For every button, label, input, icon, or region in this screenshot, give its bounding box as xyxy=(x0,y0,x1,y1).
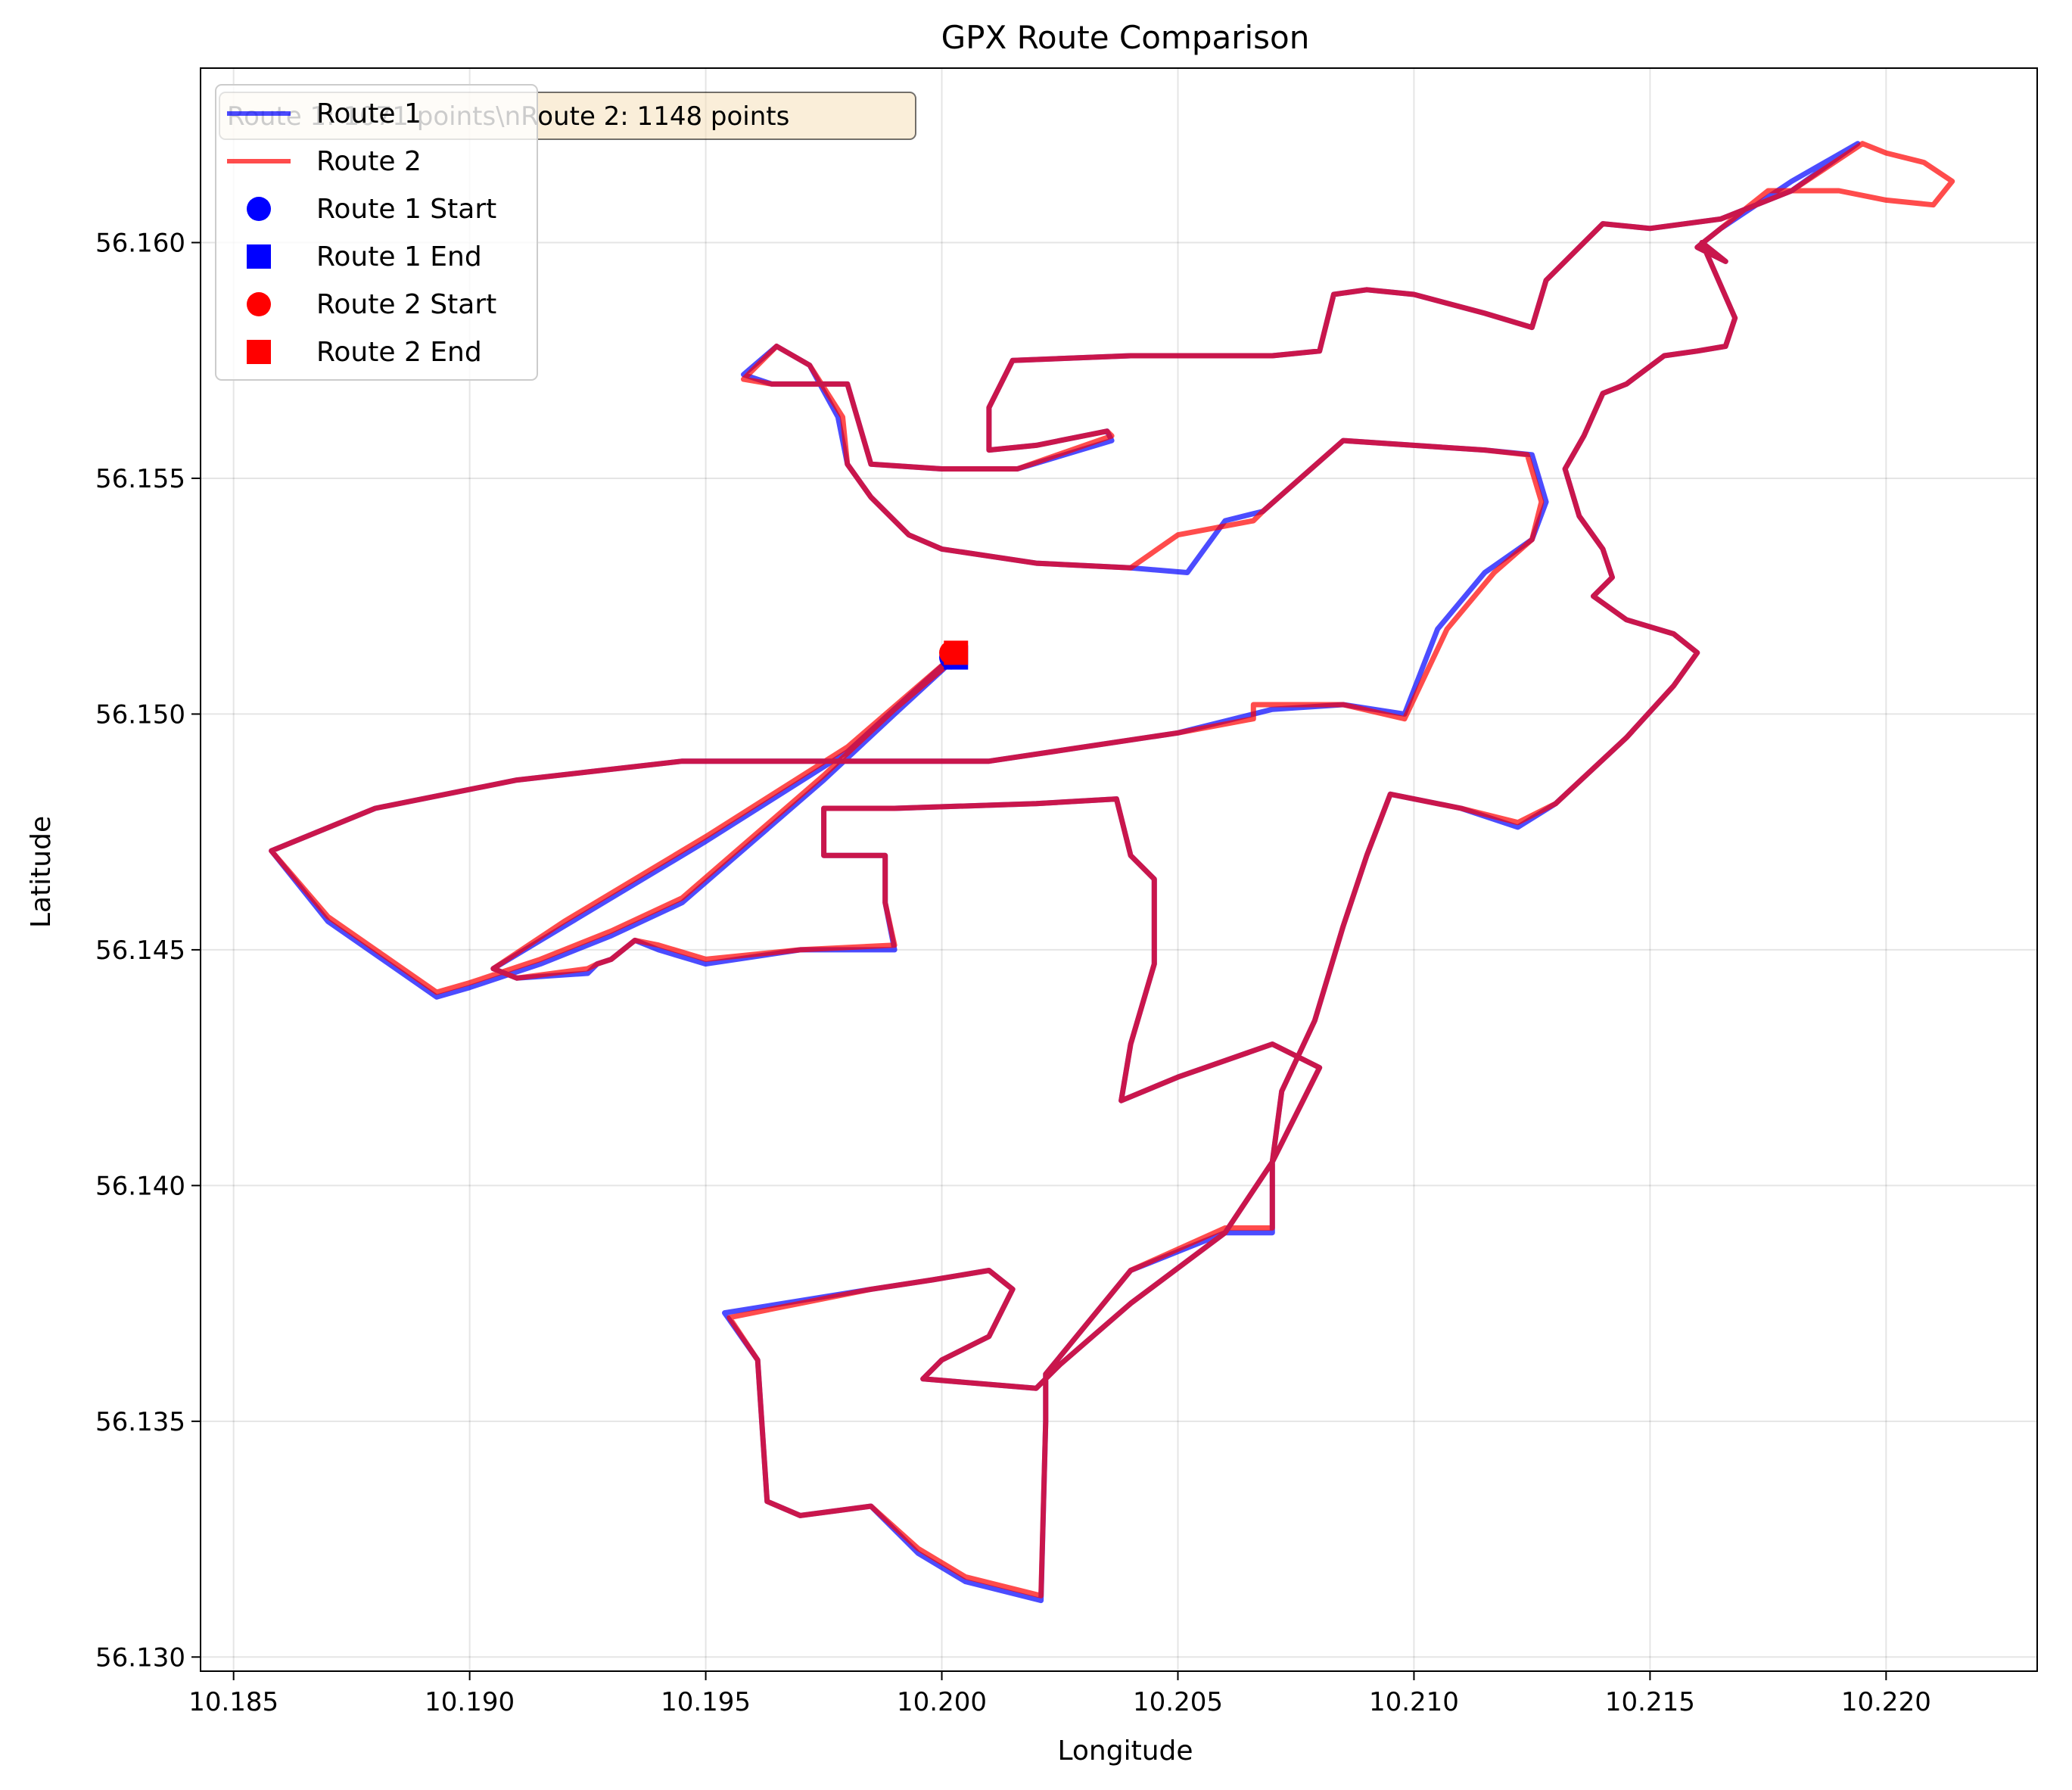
y-axis-title: Latitude xyxy=(26,816,57,928)
y-tick-label: 56.140 xyxy=(95,1171,185,1201)
legend-box xyxy=(215,84,538,381)
legend-route-2-start-swatch xyxy=(247,292,271,316)
x-tick-label: 10.190 xyxy=(425,1687,515,1717)
legend-route-2-end-label: Route 2 End xyxy=(316,337,482,368)
route-markers xyxy=(939,640,969,670)
y-tick-label: 56.130 xyxy=(95,1642,185,1673)
legend: Route 1 Route 2 Route 1 Start Route 1 End Ro… xyxy=(215,84,538,381)
y-tick-label: 56.135 xyxy=(95,1407,185,1437)
y-tick-label: 56.145 xyxy=(95,935,185,966)
y-axis: 56.130 56.135 56.140 56.145 56.150 56.155 56.1… xyxy=(95,228,201,1673)
grid-lines xyxy=(201,68,2037,1671)
legend-route-1-label: Route 1 xyxy=(316,98,422,129)
x-axis-title: Longitude xyxy=(1057,1736,1193,1767)
x-tick-label: 10.205 xyxy=(1133,1687,1223,1717)
x-tick-label: 10.185 xyxy=(188,1687,278,1717)
legend-route-1-start-swatch xyxy=(247,197,271,221)
route-2-line xyxy=(269,141,1955,1599)
legend-route-1-end-label: Route 1 End xyxy=(316,241,482,272)
route-lines xyxy=(269,141,1955,1604)
y-tick-label: 56.155 xyxy=(95,464,185,494)
legend-route-2-label: Route 2 xyxy=(316,146,422,177)
x-tick-label: 10.215 xyxy=(1605,1687,1695,1717)
legend-route-2-start-label: Route 2 Start xyxy=(316,289,496,320)
y-tick-label: 56.150 xyxy=(95,699,185,730)
chart-title: GPX Route Comparison xyxy=(941,19,1310,56)
x-tick-label: 10.220 xyxy=(1841,1687,1931,1717)
x-tick-label: 10.195 xyxy=(661,1687,751,1717)
y-tick-label: 56.160 xyxy=(95,228,185,258)
x-axis: 10.185 10.190 10.195 10.200 10.205 10.210 10.2… xyxy=(188,1671,1931,1717)
x-tick-label: 10.200 xyxy=(897,1687,987,1717)
legend-route-2-end-swatch xyxy=(247,340,271,364)
legend-route-1-end-swatch xyxy=(247,244,271,269)
legend-items: Route 1 Route 2 Route 1 Start Route 1 End Ro… xyxy=(227,98,496,368)
legend-route-1-start-label: Route 1 Start xyxy=(316,194,496,225)
x-tick-label: 10.210 xyxy=(1369,1687,1459,1717)
route-2-end-marker xyxy=(944,640,969,665)
